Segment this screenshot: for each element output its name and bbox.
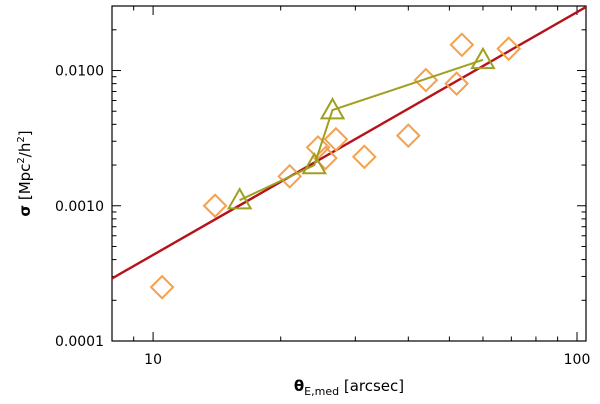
x-axis-label: θE,med [arcsec] bbox=[294, 377, 404, 398]
diamond-point bbox=[496, 36, 522, 62]
fit-line bbox=[112, 6, 586, 280]
triangle-point bbox=[301, 152, 327, 175]
x-tick-label: 100 bbox=[564, 352, 591, 368]
diamond-point bbox=[449, 32, 475, 58]
y-tick-label: 0.0010 bbox=[55, 199, 104, 215]
diamond-point bbox=[413, 67, 439, 93]
diamond-point bbox=[323, 126, 349, 152]
diamond-point bbox=[444, 71, 470, 97]
triangle-point bbox=[226, 187, 253, 210]
y-tick-label: 0.0001 bbox=[55, 334, 104, 350]
diamond-point bbox=[395, 123, 421, 149]
triangle-point bbox=[319, 97, 346, 120]
y-axis-label: σ [Mpc2/h2] bbox=[16, 130, 34, 216]
diamond-point bbox=[351, 144, 377, 170]
labels: 10 100 0.0001 0.0010 0.0100 θE,med [arcsec] σ … bbox=[16, 64, 590, 398]
series-group bbox=[149, 32, 522, 300]
y-tick-label: 0.0100 bbox=[55, 64, 104, 80]
diamond-point bbox=[305, 135, 331, 160]
triangle-point bbox=[470, 46, 496, 70]
series-triangle bbox=[226, 46, 496, 210]
series-diamond bbox=[149, 32, 522, 300]
diamond-point bbox=[202, 193, 228, 219]
x-tick-label: 10 bbox=[144, 352, 162, 368]
axes bbox=[111, 5, 587, 342]
series-connecting-line bbox=[239, 58, 484, 202]
fit-line-group bbox=[112, 6, 586, 280]
diamond-point bbox=[149, 274, 175, 300]
plot-frame bbox=[111, 5, 587, 342]
